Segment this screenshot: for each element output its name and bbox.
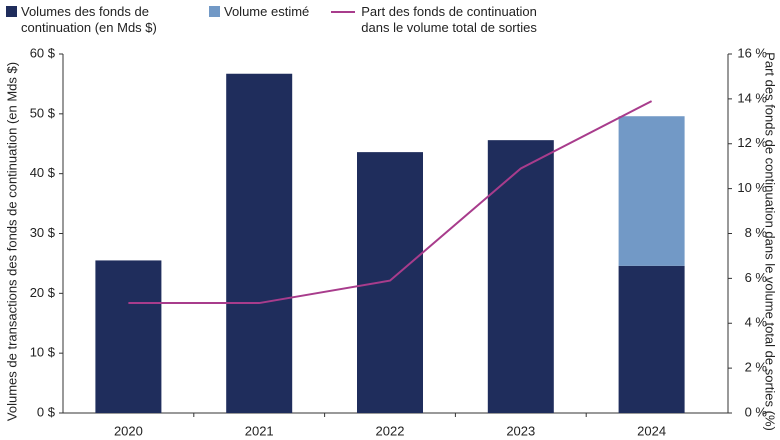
bar bbox=[618, 116, 685, 266]
legend-item: Volume estimé bbox=[209, 4, 309, 36]
y2-tick-label: 12 % bbox=[737, 135, 767, 150]
legend-swatch bbox=[209, 6, 220, 17]
y2-tick-label: 14 % bbox=[737, 90, 767, 105]
legend-label: Volume estimé bbox=[224, 4, 310, 19]
y2-tick-label: 0 % bbox=[745, 404, 768, 419]
x-tick-label: 2020 bbox=[114, 423, 143, 438]
y2-tick-label: 8 % bbox=[745, 225, 768, 240]
y2-tick-label: 4 % bbox=[745, 315, 768, 330]
legend-swatch bbox=[6, 6, 17, 17]
y2-tick-label: 16 % bbox=[737, 45, 767, 60]
legend-swatch bbox=[331, 11, 356, 13]
y2-axis-label: Part des fonds de continuation dans le v… bbox=[763, 52, 778, 431]
y-tick-label: 10 $ bbox=[30, 345, 56, 360]
legend: Volumes des fonds de continuation (en Md… bbox=[6, 4, 579, 36]
line bbox=[128, 100, 653, 305]
bar bbox=[95, 260, 162, 413]
y-tick-label: 0 $ bbox=[37, 404, 56, 419]
legend-item: Volumes des fonds de continuation (en Md… bbox=[6, 4, 191, 36]
legend-label: Volumes des fonds de continuation (en Md… bbox=[21, 4, 157, 35]
y2-tick-label: 6 % bbox=[745, 270, 768, 285]
bar bbox=[618, 265, 685, 413]
x-tick-label: 2021 bbox=[245, 423, 274, 438]
bar bbox=[226, 73, 293, 414]
y-tick-label: 60 $ bbox=[30, 45, 56, 60]
bar bbox=[487, 140, 554, 413]
y-tick-label: 50 $ bbox=[30, 105, 56, 120]
x-tick-label: 2022 bbox=[376, 423, 405, 438]
y-tick-label: 30 $ bbox=[30, 225, 56, 240]
legend-item: Part des fonds de continuation dans le v… bbox=[327, 4, 561, 36]
y-axis-label: Volumes de transactions des fonds de con… bbox=[4, 62, 19, 421]
legend-label: Part des fonds de continuation dans le v… bbox=[361, 4, 537, 35]
x-tick-label: 2023 bbox=[506, 423, 535, 438]
x-tick-label: 2024 bbox=[637, 423, 666, 438]
y-tick-label: 40 $ bbox=[30, 165, 56, 180]
bar bbox=[357, 152, 423, 414]
y2-tick-label: 2 % bbox=[745, 360, 768, 375]
y2-tick-label: 10 % bbox=[737, 180, 767, 195]
y-tick-label: 20 $ bbox=[30, 285, 56, 300]
